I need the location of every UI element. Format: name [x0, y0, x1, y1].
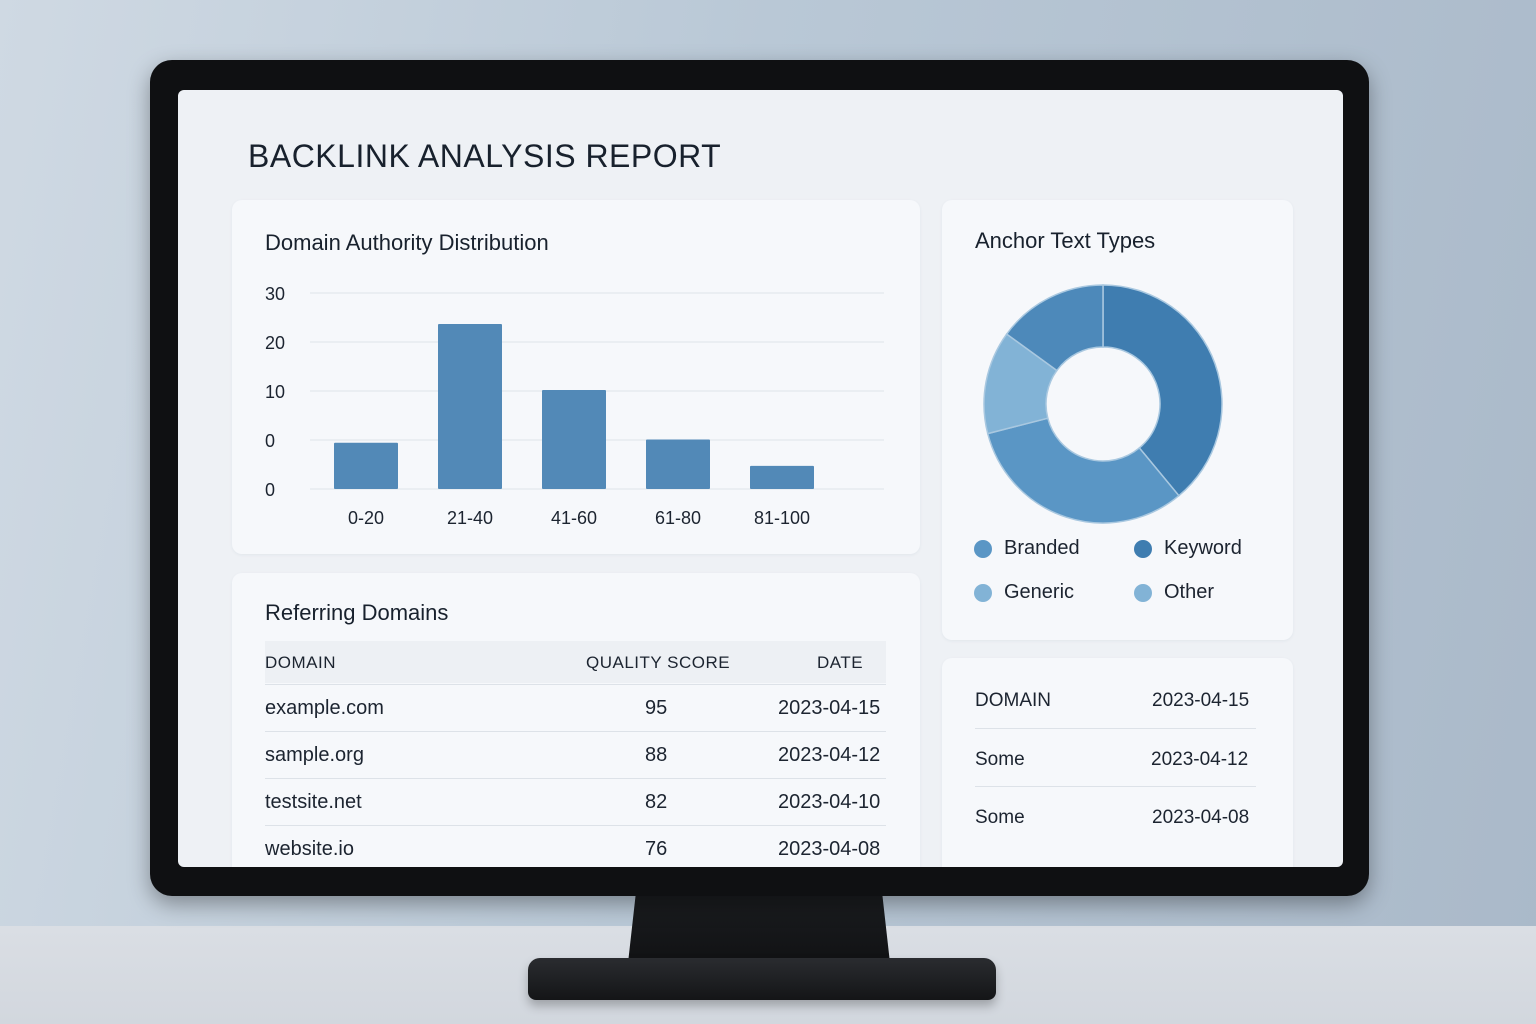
- donut-slice-1[interactable]: [986, 417, 1180, 524]
- referring-domains-card: Referring Domains DOMAIN QUALITY SCORE D…: [232, 573, 920, 867]
- anchor-text-donut-chart: [983, 284, 1223, 524]
- y-tick-label: 20: [265, 333, 285, 353]
- list-item[interactable]: Some 2023-04-08: [975, 786, 1256, 845]
- list-item-label: DOMAIN: [975, 690, 1051, 711]
- column-header-date[interactable]: DATE: [817, 653, 864, 672]
- legend-item-keyword: Keyword: [1134, 537, 1242, 560]
- list-item-date: 2023-04-08: [1152, 807, 1250, 828]
- list-item-label: Some: [975, 749, 1025, 770]
- date-cell: 2023-04-15: [778, 697, 881, 719]
- legend-label: Other: [1164, 581, 1215, 603]
- list-item[interactable]: Some 2023-04-12: [975, 728, 1256, 787]
- domain-cell: sample.org: [265, 744, 364, 766]
- date-cell: 2023-04-12: [778, 744, 881, 766]
- chart-title: Domain Authority Distribution: [265, 230, 549, 255]
- bar-0-20[interactable]: [334, 442, 398, 489]
- y-tick-label: 0: [265, 480, 275, 500]
- legend-dot-icon: [1134, 583, 1152, 602]
- y-tick-label: 10: [265, 382, 285, 402]
- referring-domains-title: Referring Domains: [265, 600, 449, 625]
- legend-label: Keyword: [1164, 537, 1242, 559]
- side-domain-list-card: DOMAIN 2023-04-15 Some 2023-04-12 Some 2…: [942, 658, 1293, 867]
- monitor-stand-neck: [628, 893, 890, 963]
- legend-label: Generic: [1004, 581, 1075, 603]
- x-tick-label: 61-80: [655, 508, 701, 528]
- domain-authority-card: Domain Authority Distribution 30 20 10 0 0 0-…: [232, 200, 920, 554]
- list-item-date: 2023-04-12: [1151, 749, 1249, 770]
- y-tick-label: 30: [265, 284, 285, 304]
- table-header: DOMAIN QUALITY SCORE DATE: [265, 641, 886, 683]
- bar-21-40[interactable]: [438, 324, 502, 489]
- x-tick-label: 21-40: [447, 508, 493, 528]
- table-row[interactable]: testsite.net 82 2023-04-10: [265, 778, 886, 826]
- x-tick-label: 81-100: [754, 508, 810, 528]
- anchor-text-title: Anchor Text Types: [975, 228, 1156, 253]
- monitor-stand-base: [528, 958, 996, 1000]
- x-tick-label: 41-60: [551, 508, 597, 528]
- list-item[interactable]: DOMAIN 2023-04-15: [975, 670, 1256, 728]
- legend-dot-icon: [1134, 539, 1152, 558]
- anchor-text-card: Anchor Text Types Branded Keyword Generi…: [942, 200, 1293, 640]
- domain-cell: example.com: [265, 697, 384, 719]
- y-tick-label: 0: [265, 431, 275, 451]
- legend-dot-icon: [974, 539, 992, 558]
- legend-item-branded: Branded: [974, 537, 1080, 560]
- score-cell: 82: [645, 791, 668, 813]
- score-cell: 76: [645, 838, 668, 860]
- date-cell: 2023-04-08: [778, 838, 881, 860]
- legend-item-generic: Generic: [974, 581, 1074, 604]
- list-item-date: 2023-04-15: [1152, 690, 1250, 711]
- monitor-screen: BACKLINK ANALYSIS REPORT Domain Authorit…: [178, 90, 1343, 867]
- score-cell: 88: [645, 744, 668, 766]
- bar-41-60[interactable]: [542, 390, 606, 489]
- score-cell: 95: [645, 697, 668, 719]
- x-tick-label: 0-20: [348, 508, 384, 528]
- legend-label: Branded: [1004, 537, 1080, 559]
- legend-dot-icon: [974, 583, 992, 602]
- table-row[interactable]: example.com 95 2023-04-15: [265, 684, 886, 732]
- list-item-label: Some: [975, 807, 1025, 828]
- domain-cell: website.io: [265, 838, 354, 860]
- table-row[interactable]: website.io 76 2023-04-08: [265, 825, 886, 867]
- table-row[interactable]: sample.org 88 2023-04-12: [265, 731, 886, 779]
- page-title: BACKLINK ANALYSIS REPORT: [248, 138, 722, 174]
- date-cell: 2023-04-10: [778, 791, 881, 813]
- legend-item-other: Other: [1134, 581, 1214, 604]
- bar-61-80[interactable]: [646, 439, 710, 490]
- domain-authority-bar-chart: 30 20 10 0 0 0-20 21-40 41-60 61-80 81-100: [265, 284, 884, 528]
- domain-cell: testsite.net: [265, 791, 362, 813]
- column-header-quality-score[interactable]: QUALITY SCORE: [586, 653, 731, 672]
- donut-slice-0[interactable]: [1102, 284, 1223, 497]
- column-header-domain[interactable]: DOMAIN: [265, 653, 336, 672]
- donut-slice-3[interactable]: [1005, 284, 1104, 372]
- bar-81-100[interactable]: [750, 465, 814, 489]
